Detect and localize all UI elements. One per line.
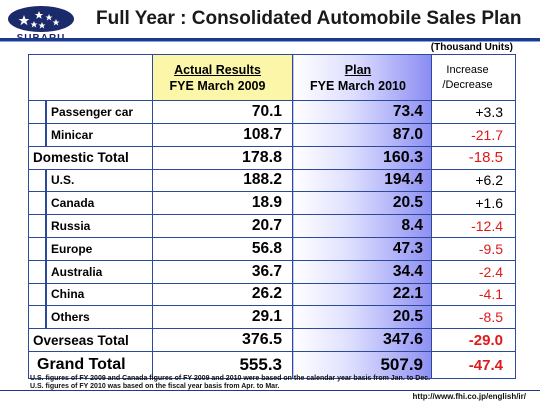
- change-value: -9.5: [431, 236, 516, 261]
- plan-value: 507.9: [292, 351, 432, 380]
- plan-value: 22.1: [292, 282, 432, 307]
- row-label: Passenger car: [28, 100, 153, 124]
- row-label: U.S.: [28, 168, 153, 193]
- change-value: +1.6: [431, 191, 516, 216]
- row-label: China: [28, 282, 153, 307]
- row-label: Grand Total: [28, 351, 153, 380]
- actual-value: 56.8: [152, 236, 293, 261]
- change-value: -2.4: [431, 259, 516, 284]
- header-actual-title: Actual Results: [174, 62, 261, 77]
- actual-value: 18.9: [152, 191, 293, 216]
- table-row: Europe 56.8 47.3 -9.5: [28, 236, 516, 261]
- plan-value: 20.5: [292, 305, 432, 330]
- actual-value: 188.2: [152, 168, 293, 193]
- table-row: Passenger car 70.1 73.4 +3.3: [28, 100, 516, 124]
- row-label-text: China: [51, 287, 85, 302]
- plan-value: 20.5: [292, 191, 432, 216]
- title-divider: [0, 38, 540, 41]
- plan-value: 47.3: [292, 236, 432, 261]
- change-value: -8.5: [431, 305, 516, 330]
- actual-value: 20.7: [152, 214, 293, 238]
- row-label: Australia: [28, 259, 153, 284]
- row-label-text: Minicar: [51, 127, 94, 142]
- plan-value: 34.4: [292, 259, 432, 284]
- sales-plan-table: Actual Results FYE March 2009 Plan FYE M…: [28, 54, 516, 380]
- row-label-text: U.S.: [51, 173, 75, 188]
- actual-value: 178.8: [152, 145, 293, 170]
- row-label: Overseas Total: [28, 328, 153, 353]
- plan-value: 160.3: [292, 145, 432, 170]
- actual-value: 555.3: [152, 351, 293, 380]
- row-label: Others: [28, 305, 153, 330]
- plan-value: 194.4: [292, 168, 432, 193]
- subtotal-row-overseas: Overseas Total 376.5 347.6 -29.0: [28, 328, 516, 353]
- plan-value: 87.0: [292, 122, 432, 147]
- header-change-line1: Increase: [446, 63, 489, 76]
- change-value: -4.1: [431, 282, 516, 307]
- actual-value: 70.1: [152, 100, 293, 124]
- title-divider-thin: [0, 41, 540, 42]
- change-value: -18.5: [431, 145, 516, 170]
- row-label-text: Australia: [51, 264, 103, 279]
- footnote-2: U.S. figures of FY 2010 was based on the…: [30, 383, 280, 390]
- row-label-text: Europe: [51, 241, 93, 256]
- footer-url[interactable]: http://www.fhi.co.jp/english/ir/: [412, 392, 526, 401]
- row-label: Canada: [28, 191, 153, 216]
- table-row: Russia 20.7 8.4 -12.4: [28, 214, 516, 238]
- row-label: Domestic Total: [28, 145, 153, 170]
- header-actual: Actual Results FYE March 2009: [152, 54, 293, 101]
- grand-total-row: Grand Total 555.3 507.9 -47.4: [28, 351, 516, 380]
- actual-value: 29.1: [152, 305, 293, 330]
- actual-value: 36.7: [152, 259, 293, 284]
- row-label: Minicar: [28, 122, 153, 147]
- subtotal-row-domestic: Domestic Total 178.8 160.3 -18.5: [28, 145, 516, 170]
- change-value: +6.2: [431, 168, 516, 193]
- table-header-row: Actual Results FYE March 2009 Plan FYE M…: [28, 54, 516, 101]
- row-label-text: Passenger car: [51, 104, 134, 119]
- row-label: Europe: [28, 236, 153, 261]
- row-label-text: Others: [51, 310, 90, 325]
- header-change-line2: /Decrease: [442, 78, 493, 91]
- table-row: Minicar 108.7 87.0 -21.7: [28, 122, 516, 147]
- change-value: -29.0: [431, 328, 516, 353]
- header-plan-title: Plan: [344, 62, 372, 77]
- subaru-star-emblem-icon: [8, 6, 74, 32]
- row-label-text: Canada: [51, 196, 95, 211]
- change-value: -47.4: [431, 351, 516, 380]
- units-label: (Thousand Units): [430, 42, 513, 53]
- plan-value: 73.4: [292, 100, 432, 124]
- header-plan-period: FYE March 2010: [310, 78, 406, 93]
- header-actual-period: FYE March 2009: [169, 78, 266, 93]
- table-row: China 26.2 22.1 -4.1: [28, 282, 516, 307]
- actual-value: 108.7: [152, 122, 293, 147]
- table-row: Canada 18.9 20.5 +1.6: [28, 191, 516, 216]
- actual-value: 376.5: [152, 328, 293, 353]
- row-label: Russia: [28, 214, 153, 238]
- table-row: Australia 36.7 34.4 -2.4: [28, 259, 516, 284]
- header-change: Increase /Decrease: [431, 54, 516, 101]
- change-value: -21.7: [431, 122, 516, 147]
- header-blank-cell: [28, 54, 153, 101]
- plan-value: 347.6: [292, 328, 432, 353]
- plan-value: 8.4: [292, 214, 432, 238]
- change-value: +3.3: [431, 100, 516, 124]
- row-label-text: Russia: [51, 219, 91, 234]
- change-value: -12.4: [431, 214, 516, 238]
- table-row: Others 29.1 20.5 -8.5: [28, 305, 516, 330]
- footnote-1: U.S. figures of FY 2009 and Canada figur…: [30, 375, 431, 382]
- table-row: U.S. 188.2 194.4 +6.2: [28, 168, 516, 193]
- actual-value: 26.2: [152, 282, 293, 307]
- header-plan: Plan FYE March 2010: [292, 54, 432, 101]
- footer-divider: [0, 390, 540, 391]
- page-title: Full Year : Consolidated Automobile Sale…: [96, 8, 522, 29]
